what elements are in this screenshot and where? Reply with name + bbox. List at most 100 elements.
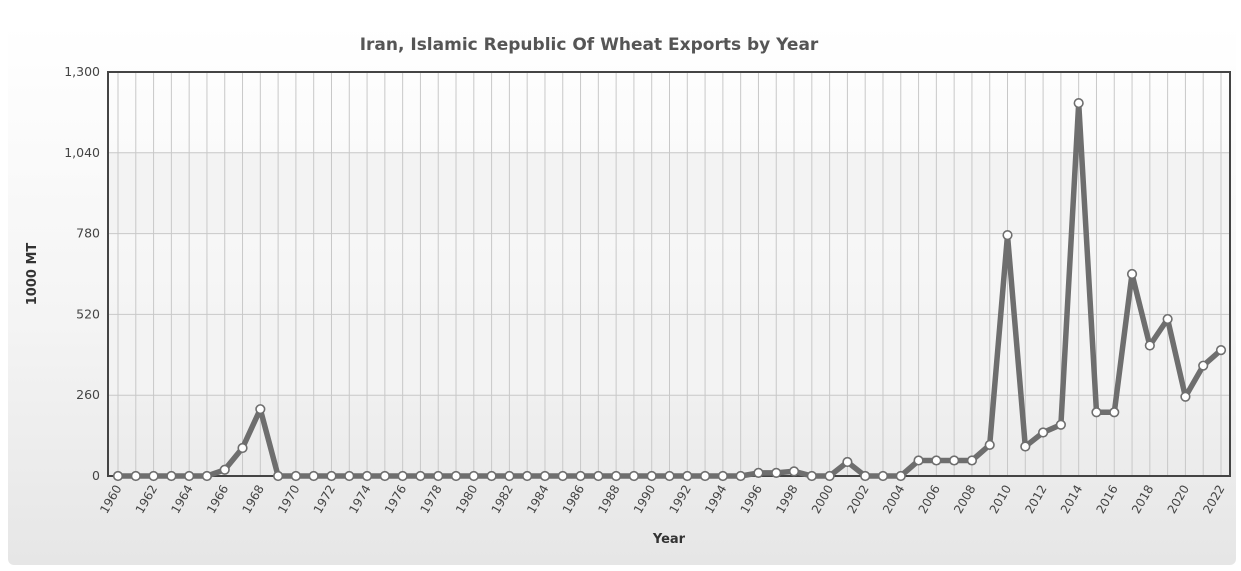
data-point[interactable] xyxy=(344,470,355,482)
x-tick-label: 2018 xyxy=(1129,483,1156,516)
y-tick-label: 780 xyxy=(76,226,100,241)
data-point[interactable] xyxy=(1109,407,1120,418)
data-point[interactable] xyxy=(895,470,906,482)
x-tick-label: 1972 xyxy=(311,483,338,516)
data-point[interactable] xyxy=(646,470,657,482)
data-point[interactable] xyxy=(468,470,479,482)
data-point[interactable] xyxy=(806,470,817,482)
x-tick-label: 1988 xyxy=(595,483,622,516)
data-point[interactable] xyxy=(1055,419,1066,430)
x-tick-label: 2012 xyxy=(1022,483,1049,516)
data-point[interactable] xyxy=(664,470,675,482)
data-point[interactable] xyxy=(522,470,533,482)
data-point[interactable] xyxy=(949,455,960,466)
data-point[interactable] xyxy=(575,470,586,482)
data-point[interactable] xyxy=(166,470,177,482)
data-point[interactable] xyxy=(717,470,728,482)
x-tick-label: 1978 xyxy=(417,483,444,516)
data-point[interactable] xyxy=(1037,427,1049,438)
data-point[interactable] xyxy=(860,470,871,482)
data-point[interactable] xyxy=(1180,391,1191,402)
data-point[interactable] xyxy=(148,470,159,482)
data-point[interactable] xyxy=(290,470,302,482)
x-tick-label: 1982 xyxy=(489,483,516,516)
data-point[interactable] xyxy=(273,470,284,482)
data-point[interactable] xyxy=(1144,340,1155,351)
data-point[interactable] xyxy=(255,404,266,415)
x-tick-label: 2020 xyxy=(1165,483,1192,516)
y-axis-ticks: 0 260 520 780 1,040 1,300 xyxy=(64,64,100,483)
x-tick-label: 1970 xyxy=(275,483,302,516)
data-point[interactable] xyxy=(1020,441,1031,452)
x-tick-label: 2002 xyxy=(844,483,871,516)
data-point[interactable] xyxy=(1002,230,1013,241)
x-tick-label: 1986 xyxy=(560,483,587,516)
x-tick-label: 2000 xyxy=(809,483,836,516)
data-point[interactable] xyxy=(539,470,551,482)
data-point[interactable] xyxy=(931,455,942,466)
x-tick-label: 1974 xyxy=(346,483,373,516)
data-point[interactable] xyxy=(308,470,319,482)
x-tick-label: 2006 xyxy=(916,483,943,516)
x-tick-label: 1962 xyxy=(133,483,160,516)
data-point[interactable] xyxy=(326,470,337,482)
data-point[interactable] xyxy=(824,470,835,482)
data-point[interactable] xyxy=(112,470,124,482)
y-tick-label: 520 xyxy=(76,306,100,321)
x-tick-label: 1998 xyxy=(773,483,800,516)
x-tick-label: 1996 xyxy=(738,483,765,516)
data-point[interactable] xyxy=(130,470,141,482)
data-point[interactable] xyxy=(219,464,230,475)
y-tick-label: 260 xyxy=(76,387,100,402)
x-tick-label: 2010 xyxy=(987,483,1014,516)
data-point[interactable] xyxy=(237,442,248,454)
data-point[interactable] xyxy=(557,470,568,482)
x-tick-label: 2008 xyxy=(951,483,978,516)
x-axis-title: Year xyxy=(652,532,686,547)
data-point[interactable] xyxy=(1091,407,1102,418)
data-point[interactable] xyxy=(1215,345,1227,356)
x-tick-label: 1984 xyxy=(524,483,551,516)
data-point[interactable] xyxy=(753,467,764,478)
x-tick-label: 2022 xyxy=(1200,483,1227,516)
x-tick-label: 1968 xyxy=(240,483,267,516)
x-tick-label: 1966 xyxy=(204,483,231,516)
data-point[interactable] xyxy=(450,470,462,482)
x-tick-label: 1960 xyxy=(97,483,124,516)
data-point[interactable] xyxy=(628,470,640,482)
data-point[interactable] xyxy=(1162,313,1173,325)
y-tick-label: 0 xyxy=(92,468,100,483)
data-point[interactable] xyxy=(361,470,373,482)
y-axis-title: 1000 MT xyxy=(25,243,40,306)
line-chart: Iran, Islamic Republic Of Wheat Exports … xyxy=(25,35,1231,547)
data-point[interactable] xyxy=(1126,268,1138,280)
data-point[interactable] xyxy=(699,470,711,482)
data-point[interactable] xyxy=(486,470,497,482)
data-point[interactable] xyxy=(1198,360,1209,371)
data-point[interactable] xyxy=(593,470,604,482)
data-point[interactable] xyxy=(771,467,782,478)
data-point[interactable] xyxy=(735,470,746,482)
x-tick-label: 1976 xyxy=(382,483,409,516)
x-tick-label: 1990 xyxy=(631,483,658,516)
data-point[interactable] xyxy=(433,470,444,482)
x-tick-label: 2014 xyxy=(1058,483,1085,516)
x-tick-label: 1964 xyxy=(168,483,195,516)
data-point[interactable] xyxy=(379,470,390,482)
data-point[interactable] xyxy=(397,470,408,482)
data-point[interactable] xyxy=(184,470,195,482)
data-point[interactable] xyxy=(966,455,978,466)
data-point[interactable] xyxy=(415,470,426,482)
data-point[interactable] xyxy=(913,455,924,466)
y-tick-label: 1,300 xyxy=(64,64,100,79)
data-point[interactable] xyxy=(842,456,853,468)
data-point[interactable] xyxy=(877,470,889,482)
data-point[interactable] xyxy=(788,466,800,477)
data-point[interactable] xyxy=(504,470,515,482)
data-point[interactable] xyxy=(984,439,995,451)
data-point[interactable] xyxy=(682,470,693,482)
data-point[interactable] xyxy=(1073,97,1084,109)
data-point[interactable] xyxy=(611,470,622,482)
data-point[interactable] xyxy=(201,470,213,482)
series-markers xyxy=(112,97,1227,482)
